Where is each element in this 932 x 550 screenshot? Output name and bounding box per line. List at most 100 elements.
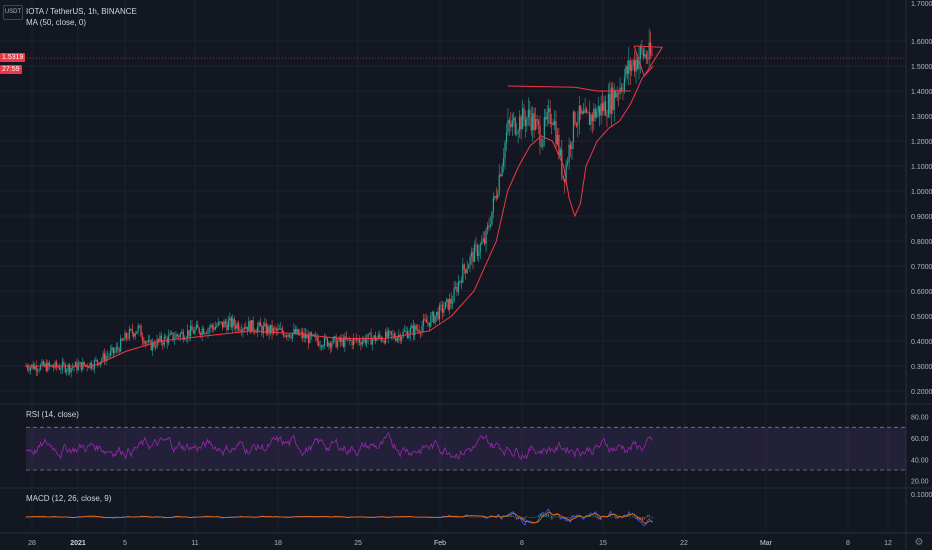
ma-legend[interactable]: MA (50, close, 0)	[26, 18, 87, 27]
candle-body	[568, 144, 570, 162]
candle-body	[539, 125, 541, 146]
candle-body	[178, 335, 180, 338]
candle-body	[642, 49, 644, 57]
chart-title: IOTA / TetherUS, 1h, BINANCE	[26, 7, 137, 16]
macd-histogram-bar	[546, 514, 548, 517]
candle-body	[593, 108, 595, 122]
candle-body	[104, 353, 106, 362]
rsi-legend[interactable]: RSI (14, close)	[26, 410, 79, 419]
macd-histogram-bar	[527, 517, 529, 518]
candle-body	[211, 325, 213, 328]
candle-body	[485, 229, 487, 244]
macd-histogram-bar	[217, 516, 219, 518]
candle-body	[444, 301, 446, 309]
candle-body	[189, 325, 192, 337]
candle-body	[258, 322, 260, 327]
macd-histogram-bar	[264, 517, 266, 518]
candle-body	[502, 158, 505, 167]
y-tick-label: 1.4000	[911, 89, 932, 96]
candle-body	[57, 366, 59, 368]
candle-body	[251, 319, 253, 333]
candle-body	[280, 328, 282, 330]
candle-body	[571, 141, 573, 150]
candle-body	[430, 316, 432, 327]
candle-body	[58, 367, 61, 370]
candle-body	[466, 268, 468, 273]
candle-body	[524, 119, 527, 126]
candle-body	[106, 355, 109, 357]
candle-body	[433, 312, 435, 323]
macd-legend[interactable]: MACD (12, 26, close, 9)	[26, 494, 112, 503]
candle-body	[286, 335, 288, 337]
y-tick-label: 0.7000	[911, 264, 932, 271]
candle-body	[26, 366, 29, 369]
macd-histogram-bar	[319, 517, 321, 518]
candle-body	[459, 280, 461, 282]
candle-body	[217, 321, 219, 326]
candle-body	[149, 340, 151, 341]
candle-body	[424, 319, 426, 320]
symbol-badge[interactable]: USDT	[3, 5, 23, 20]
candle-body	[236, 323, 238, 329]
candle-body	[482, 238, 484, 243]
macd-histogram-bar	[647, 514, 649, 517]
candle-body	[360, 342, 362, 345]
candle-body	[530, 116, 532, 131]
candle-body	[357, 339, 359, 341]
candle-body	[581, 111, 583, 114]
candle-body	[32, 364, 34, 369]
y-tick-label: 0.4000	[911, 339, 932, 346]
candle-body	[435, 311, 438, 316]
candle-body	[96, 359, 98, 363]
candle-body	[492, 197, 494, 212]
y-tick-label: 0.5000	[911, 314, 932, 321]
candle-body	[385, 331, 387, 344]
candle-body	[188, 330, 190, 337]
macd-histogram-bar	[112, 517, 114, 518]
candle-body	[143, 340, 145, 344]
candle-body	[220, 321, 222, 323]
candle-body	[535, 119, 537, 130]
candle-body	[552, 122, 554, 125]
candle-body	[600, 103, 602, 116]
macd-histogram-bar	[611, 517, 613, 518]
macd-histogram-bar	[640, 517, 642, 520]
candle-body	[322, 345, 324, 348]
candle-body	[89, 362, 91, 369]
candle-body	[122, 340, 125, 341]
candle-body	[601, 103, 604, 112]
candle-body	[291, 333, 294, 339]
macd-histogram-bar	[505, 516, 507, 518]
candle-body	[500, 174, 502, 177]
candle-body	[296, 329, 298, 334]
candle-body	[309, 332, 311, 343]
candle-body	[371, 338, 374, 345]
candle-body	[226, 324, 228, 330]
gear-icon[interactable]: ⚙	[914, 537, 924, 548]
candle-body	[631, 65, 633, 71]
candle-body	[302, 332, 304, 338]
candle-body	[203, 328, 205, 335]
candle-body	[28, 368, 30, 371]
candle-body	[402, 331, 404, 338]
macd-histogram-bar	[40, 517, 42, 518]
candle-body	[274, 327, 276, 329]
candle-body	[320, 345, 323, 348]
macd-tick-label: 0.1000	[911, 492, 932, 499]
candle-body	[146, 341, 148, 343]
candle-body	[644, 54, 646, 57]
candle-body	[564, 178, 566, 183]
macd-histogram-bar	[91, 516, 93, 518]
candle-body	[184, 339, 186, 341]
candle-body	[265, 323, 267, 334]
candle-body	[478, 252, 480, 256]
candle-body	[297, 329, 299, 335]
candle-body	[223, 321, 225, 328]
candle-body	[481, 242, 483, 245]
candle-body	[562, 175, 564, 179]
candle-body	[331, 343, 333, 348]
candle-body	[645, 54, 647, 60]
macd-histogram-bar	[556, 516, 558, 517]
candle-body	[95, 359, 97, 361]
